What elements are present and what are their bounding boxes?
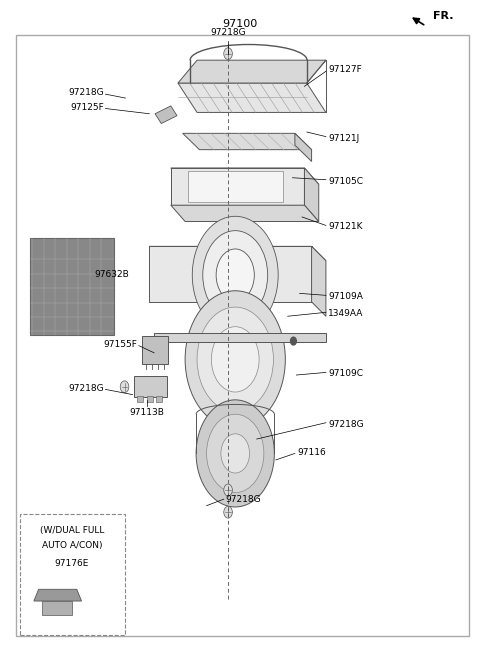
Text: 97127F: 97127F (328, 66, 362, 75)
Text: 97116: 97116 (297, 447, 326, 457)
Polygon shape (183, 133, 312, 150)
Text: 1349AA: 1349AA (328, 309, 364, 318)
Bar (137, 396, 143, 403)
Text: 97218G: 97218G (226, 495, 261, 504)
Polygon shape (154, 333, 326, 342)
Bar (42, 601, 72, 615)
Polygon shape (34, 589, 82, 601)
Polygon shape (171, 168, 304, 205)
Text: 97218G: 97218G (68, 384, 104, 392)
Polygon shape (149, 247, 326, 260)
Circle shape (203, 231, 268, 319)
Bar (142, 337, 168, 364)
Text: 97109A: 97109A (328, 292, 363, 301)
Polygon shape (304, 168, 319, 222)
Circle shape (120, 381, 129, 393)
Circle shape (211, 327, 259, 392)
Polygon shape (171, 168, 319, 184)
FancyBboxPatch shape (20, 514, 124, 635)
Text: 97100: 97100 (222, 19, 258, 30)
Circle shape (221, 434, 250, 473)
Polygon shape (295, 133, 312, 161)
Text: 97125F: 97125F (70, 103, 104, 112)
Circle shape (290, 337, 296, 345)
Polygon shape (178, 60, 326, 83)
Polygon shape (149, 247, 312, 302)
Text: 97218G: 97218G (68, 89, 104, 97)
Circle shape (206, 414, 264, 493)
Bar (188, 171, 283, 202)
Text: 97121J: 97121J (328, 134, 360, 143)
Text: 97218G: 97218G (210, 28, 246, 37)
Bar (156, 396, 162, 403)
Text: AUTO A/CON): AUTO A/CON) (42, 541, 102, 550)
Polygon shape (155, 106, 177, 123)
Polygon shape (312, 247, 326, 316)
Circle shape (224, 506, 232, 518)
Text: 97113B: 97113B (130, 407, 164, 417)
Text: 97155F: 97155F (104, 340, 137, 349)
Text: 97218G: 97218G (328, 420, 364, 429)
Text: 97121K: 97121K (328, 222, 363, 232)
Circle shape (216, 249, 254, 301)
Text: 97109C: 97109C (328, 369, 363, 379)
Circle shape (192, 216, 278, 334)
Text: (W/DUAL FULL: (W/DUAL FULL (40, 526, 104, 535)
Polygon shape (178, 83, 326, 112)
Text: 97176E: 97176E (55, 559, 89, 567)
Circle shape (197, 307, 274, 411)
Bar (30, 238, 114, 335)
Bar (147, 396, 153, 403)
Text: 97105C: 97105C (328, 177, 363, 186)
Polygon shape (171, 205, 319, 222)
Bar (134, 377, 167, 398)
Circle shape (196, 400, 275, 507)
Text: 97632B: 97632B (95, 270, 129, 279)
Text: FR.: FR. (433, 10, 454, 21)
Circle shape (185, 291, 285, 428)
Circle shape (224, 48, 232, 60)
Circle shape (224, 484, 232, 496)
